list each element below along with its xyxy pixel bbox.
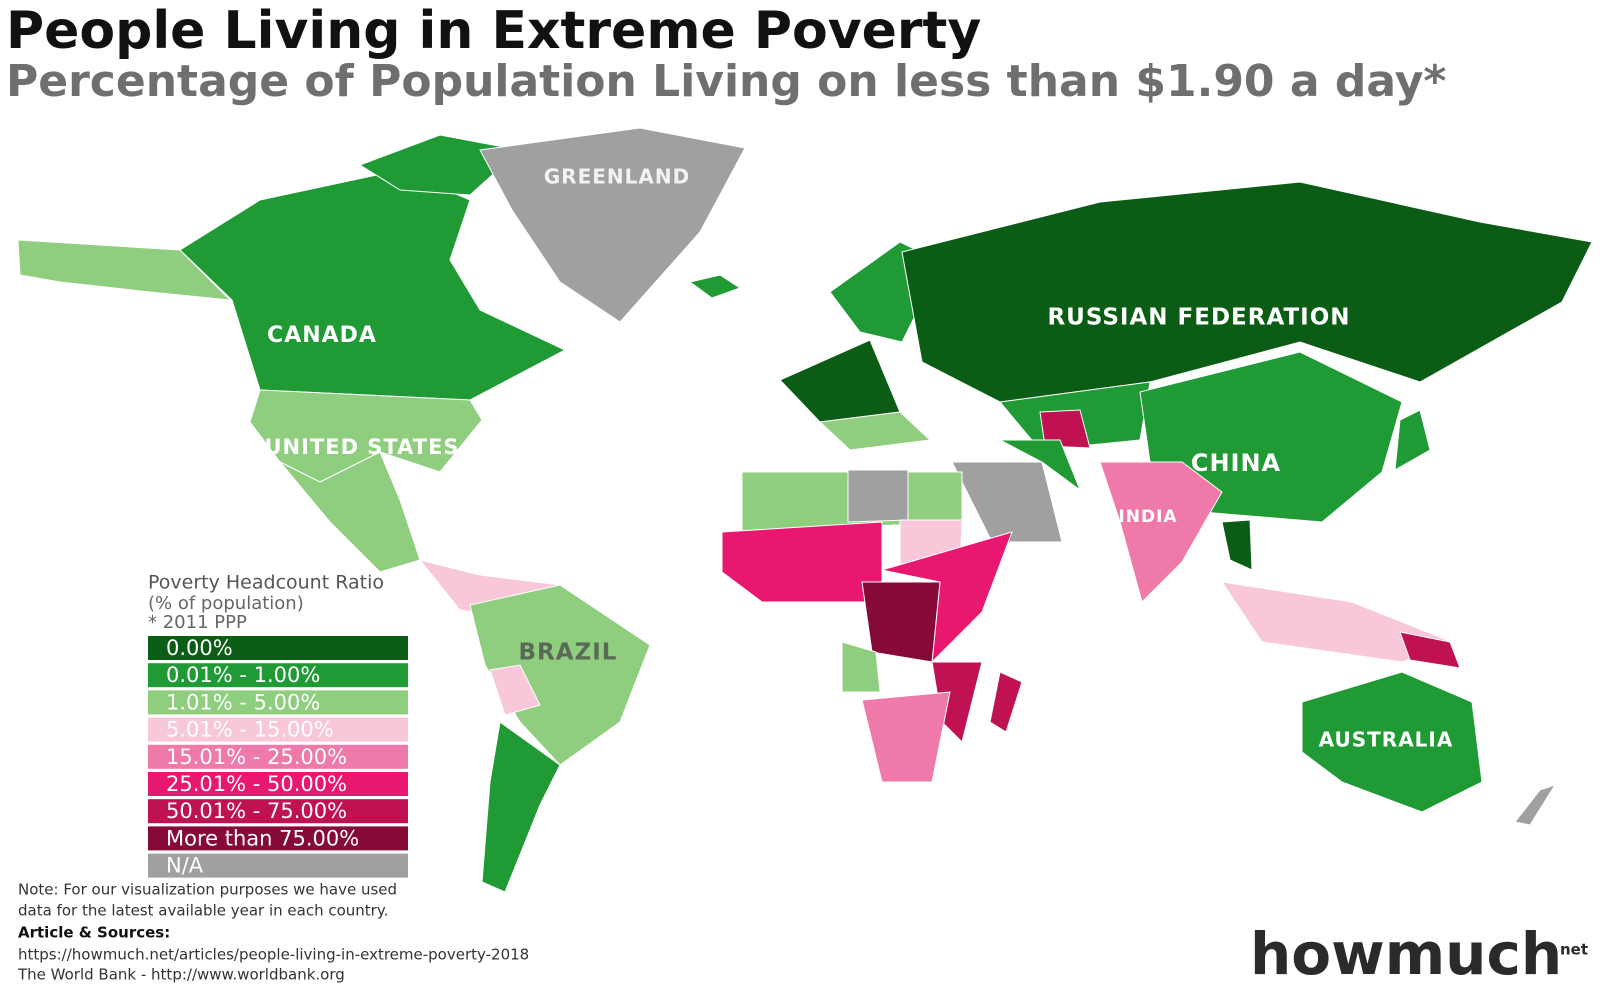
subtitle: Percentage of Population Living on less … <box>6 56 1446 107</box>
country-label: GREENLAND <box>544 165 690 189</box>
legend-swatch <box>148 772 408 796</box>
source-line: The World Bank - http://www.worldbank.or… <box>17 966 345 984</box>
western-europe <box>779 339 901 423</box>
southern-europe <box>818 411 932 451</box>
legend-subtitle: (% of population) <box>148 593 304 614</box>
russia <box>901 181 1593 403</box>
logo-much: much <box>1385 920 1562 988</box>
australia <box>1301 671 1483 813</box>
country-label: CANADA <box>267 323 377 348</box>
country-label: RUSSIAN FEDERATION <box>1047 305 1350 331</box>
legend-note: * 2011 PPP <box>148 612 247 633</box>
legend-label: 0.00% <box>166 636 233 660</box>
legend-title: Poverty Headcount Ratio <box>148 572 384 594</box>
legend-swatch <box>148 717 408 742</box>
legend-swatch <box>148 853 408 878</box>
thailand <box>1221 519 1253 571</box>
congo <box>861 581 941 663</box>
west-africa <box>721 521 883 603</box>
greenland <box>479 127 746 323</box>
world-map <box>17 127 1593 893</box>
country-label: INDIA <box>1118 507 1177 527</box>
legend-label: N/A <box>166 854 204 878</box>
note-line: Note: For our visualization purposes we … <box>18 881 397 899</box>
canada <box>179 169 567 401</box>
country-label: BRAZIL <box>519 640 618 666</box>
country-label: CHINA <box>1191 449 1281 477</box>
new-zealand <box>1514 784 1557 826</box>
source-line: https://howmuch.net/articles/people-livi… <box>18 946 529 964</box>
southern-africa <box>861 691 951 783</box>
japan <box>1394 409 1431 471</box>
legend-swatch <box>148 826 408 851</box>
legend-label: More than 75.00% <box>166 826 359 850</box>
brazil <box>469 584 651 766</box>
sources-heading: Article & Sources: <box>18 924 170 942</box>
legend-label: 1.01% - 5.00% <box>166 690 320 714</box>
argentina <box>481 721 561 893</box>
legend-swatch <box>148 744 408 769</box>
legend-label: 50.01% - 75.00% <box>166 799 347 823</box>
angola <box>841 641 881 693</box>
country-label: UNITED STATES <box>264 435 459 459</box>
turkmenistan <box>1039 409 1091 449</box>
legend-swatch <box>148 636 408 660</box>
title: People Living in Extreme Poverty <box>6 1 981 61</box>
middle-east <box>951 461 1063 543</box>
legend-swatch <box>148 663 408 688</box>
india <box>1099 461 1223 603</box>
logo-how: how <box>1250 920 1385 988</box>
logo-net: net <box>1560 941 1588 959</box>
iceland <box>688 274 742 299</box>
country-label: AUSTRALIA <box>1319 728 1454 752</box>
bolivia <box>489 664 541 716</box>
legend-label: 5.01% - 15.00% <box>166 718 334 742</box>
legend-swatch <box>148 690 408 715</box>
logo: howmuch <box>1250 920 1562 988</box>
note-line: data for the latest available year in ea… <box>18 902 388 920</box>
east-africa <box>881 531 1013 664</box>
mexico-central <box>279 451 421 573</box>
legend-label: 25.01% - 50.00% <box>166 772 347 796</box>
legend-label: 0.01% - 1.00% <box>166 663 320 687</box>
iran <box>999 439 1082 492</box>
legend-label: 15.01% - 25.00% <box>166 745 347 769</box>
libya <box>847 469 909 523</box>
madagascar <box>989 671 1023 733</box>
papua <box>1399 631 1461 669</box>
legend-swatch <box>148 799 408 824</box>
